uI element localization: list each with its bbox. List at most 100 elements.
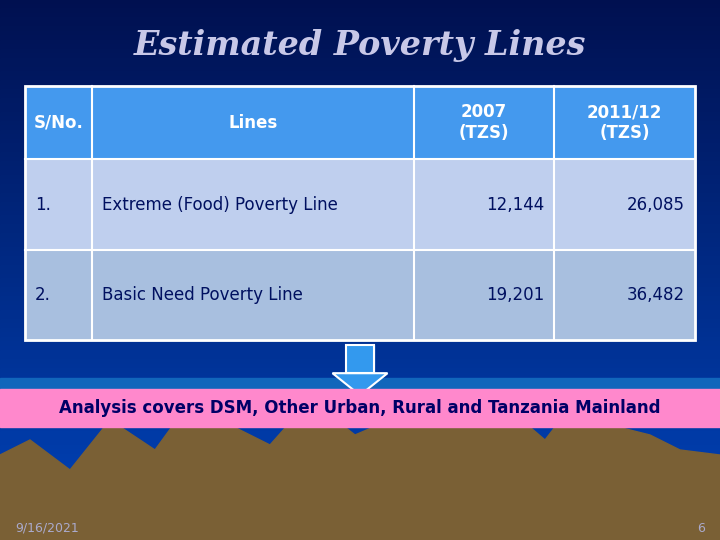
Bar	[0, 211, 720, 216]
Bar	[0, 76, 720, 81]
Bar	[0, 282, 720, 288]
Bar	[0, 381, 720, 387]
Bar	[0, 26, 720, 31]
Bar	[0, 206, 720, 212]
Bar	[0, 359, 720, 364]
Text: 19,201: 19,201	[486, 286, 544, 304]
Bar	[0, 309, 720, 315]
Bar	[0, 292, 720, 297]
Bar	[0, 260, 720, 266]
Bar	[0, 66, 720, 72]
Bar	[0, 395, 720, 401]
Bar	[0, 413, 720, 418]
Bar	[0, 503, 720, 509]
Text: 2007
(TZS): 2007 (TZS)	[459, 104, 509, 142]
Bar	[0, 134, 720, 139]
Bar	[25, 86, 695, 159]
Bar	[0, 454, 720, 459]
Bar	[0, 219, 720, 225]
Bar	[0, 377, 720, 382]
Bar	[0, 116, 720, 122]
Bar	[0, 224, 720, 230]
Bar	[0, 354, 720, 360]
Bar	[0, 157, 720, 162]
Bar	[0, 341, 720, 347]
Bar	[0, 444, 720, 450]
Bar	[0, 498, 720, 504]
Bar	[0, 525, 720, 531]
Bar	[0, 422, 720, 428]
Bar	[0, 389, 720, 427]
Bar	[0, 287, 720, 293]
Bar	[0, 22, 720, 27]
Polygon shape	[333, 373, 387, 395]
Bar	[0, 400, 720, 405]
Text: Lines: Lines	[228, 114, 277, 132]
Text: 2.: 2.	[35, 286, 51, 304]
Bar	[0, 296, 720, 301]
Bar	[0, 184, 720, 189]
Bar	[0, 521, 720, 526]
Bar	[0, 408, 720, 414]
Bar	[346, 345, 374, 373]
Bar	[0, 138, 720, 144]
Bar	[0, 255, 720, 261]
Bar	[0, 44, 720, 50]
Bar	[0, 30, 720, 36]
Bar	[0, 319, 720, 324]
Bar	[0, 161, 720, 166]
Bar	[0, 35, 720, 40]
Bar	[0, 489, 720, 495]
Bar	[0, 346, 720, 351]
Text: 1.: 1.	[35, 195, 51, 213]
Bar	[25, 250, 695, 340]
Bar	[0, 152, 720, 158]
Text: 2011/12
(TZS): 2011/12 (TZS)	[587, 104, 662, 142]
Bar	[0, 62, 720, 68]
Bar	[0, 197, 720, 202]
Bar	[0, 350, 720, 355]
Bar	[0, 449, 720, 455]
Bar	[0, 508, 720, 513]
Bar	[0, 17, 720, 23]
Bar	[0, 39, 720, 45]
Text: S/No.: S/No.	[34, 114, 84, 132]
Bar	[0, 49, 720, 54]
Bar	[0, 215, 720, 220]
Bar	[0, 476, 720, 482]
Text: 12,144: 12,144	[486, 195, 544, 213]
Bar	[0, 273, 720, 279]
Bar	[0, 516, 720, 522]
Bar	[0, 111, 720, 117]
Bar	[0, 12, 720, 18]
Bar	[0, 327, 720, 333]
Text: Analysis covers DSM, Other Urban, Rural and Tanzania Mainland: Analysis covers DSM, Other Urban, Rural …	[59, 399, 661, 417]
Polygon shape	[0, 395, 720, 540]
Bar	[0, 323, 720, 328]
Bar	[0, 458, 720, 463]
Text: 26,085: 26,085	[627, 195, 685, 213]
Bar	[0, 269, 720, 274]
Bar	[0, 188, 720, 193]
Bar	[0, 3, 720, 9]
Bar	[0, 440, 720, 445]
Bar	[0, 246, 720, 252]
Bar	[0, 305, 720, 310]
Bar	[0, 120, 720, 126]
Bar	[0, 98, 720, 104]
Bar	[0, 386, 720, 391]
Bar	[0, 390, 720, 396]
Bar	[0, 363, 720, 369]
Bar	[0, 265, 720, 270]
Bar	[0, 233, 720, 239]
Bar	[0, 435, 720, 441]
Bar	[0, 238, 720, 243]
Bar	[0, 201, 720, 207]
Bar	[0, 535, 720, 540]
Bar	[0, 130, 720, 135]
Bar	[0, 80, 720, 85]
Bar	[0, 417, 720, 423]
Polygon shape	[530, 460, 720, 540]
Bar	[0, 332, 720, 338]
Bar	[0, 378, 720, 421]
